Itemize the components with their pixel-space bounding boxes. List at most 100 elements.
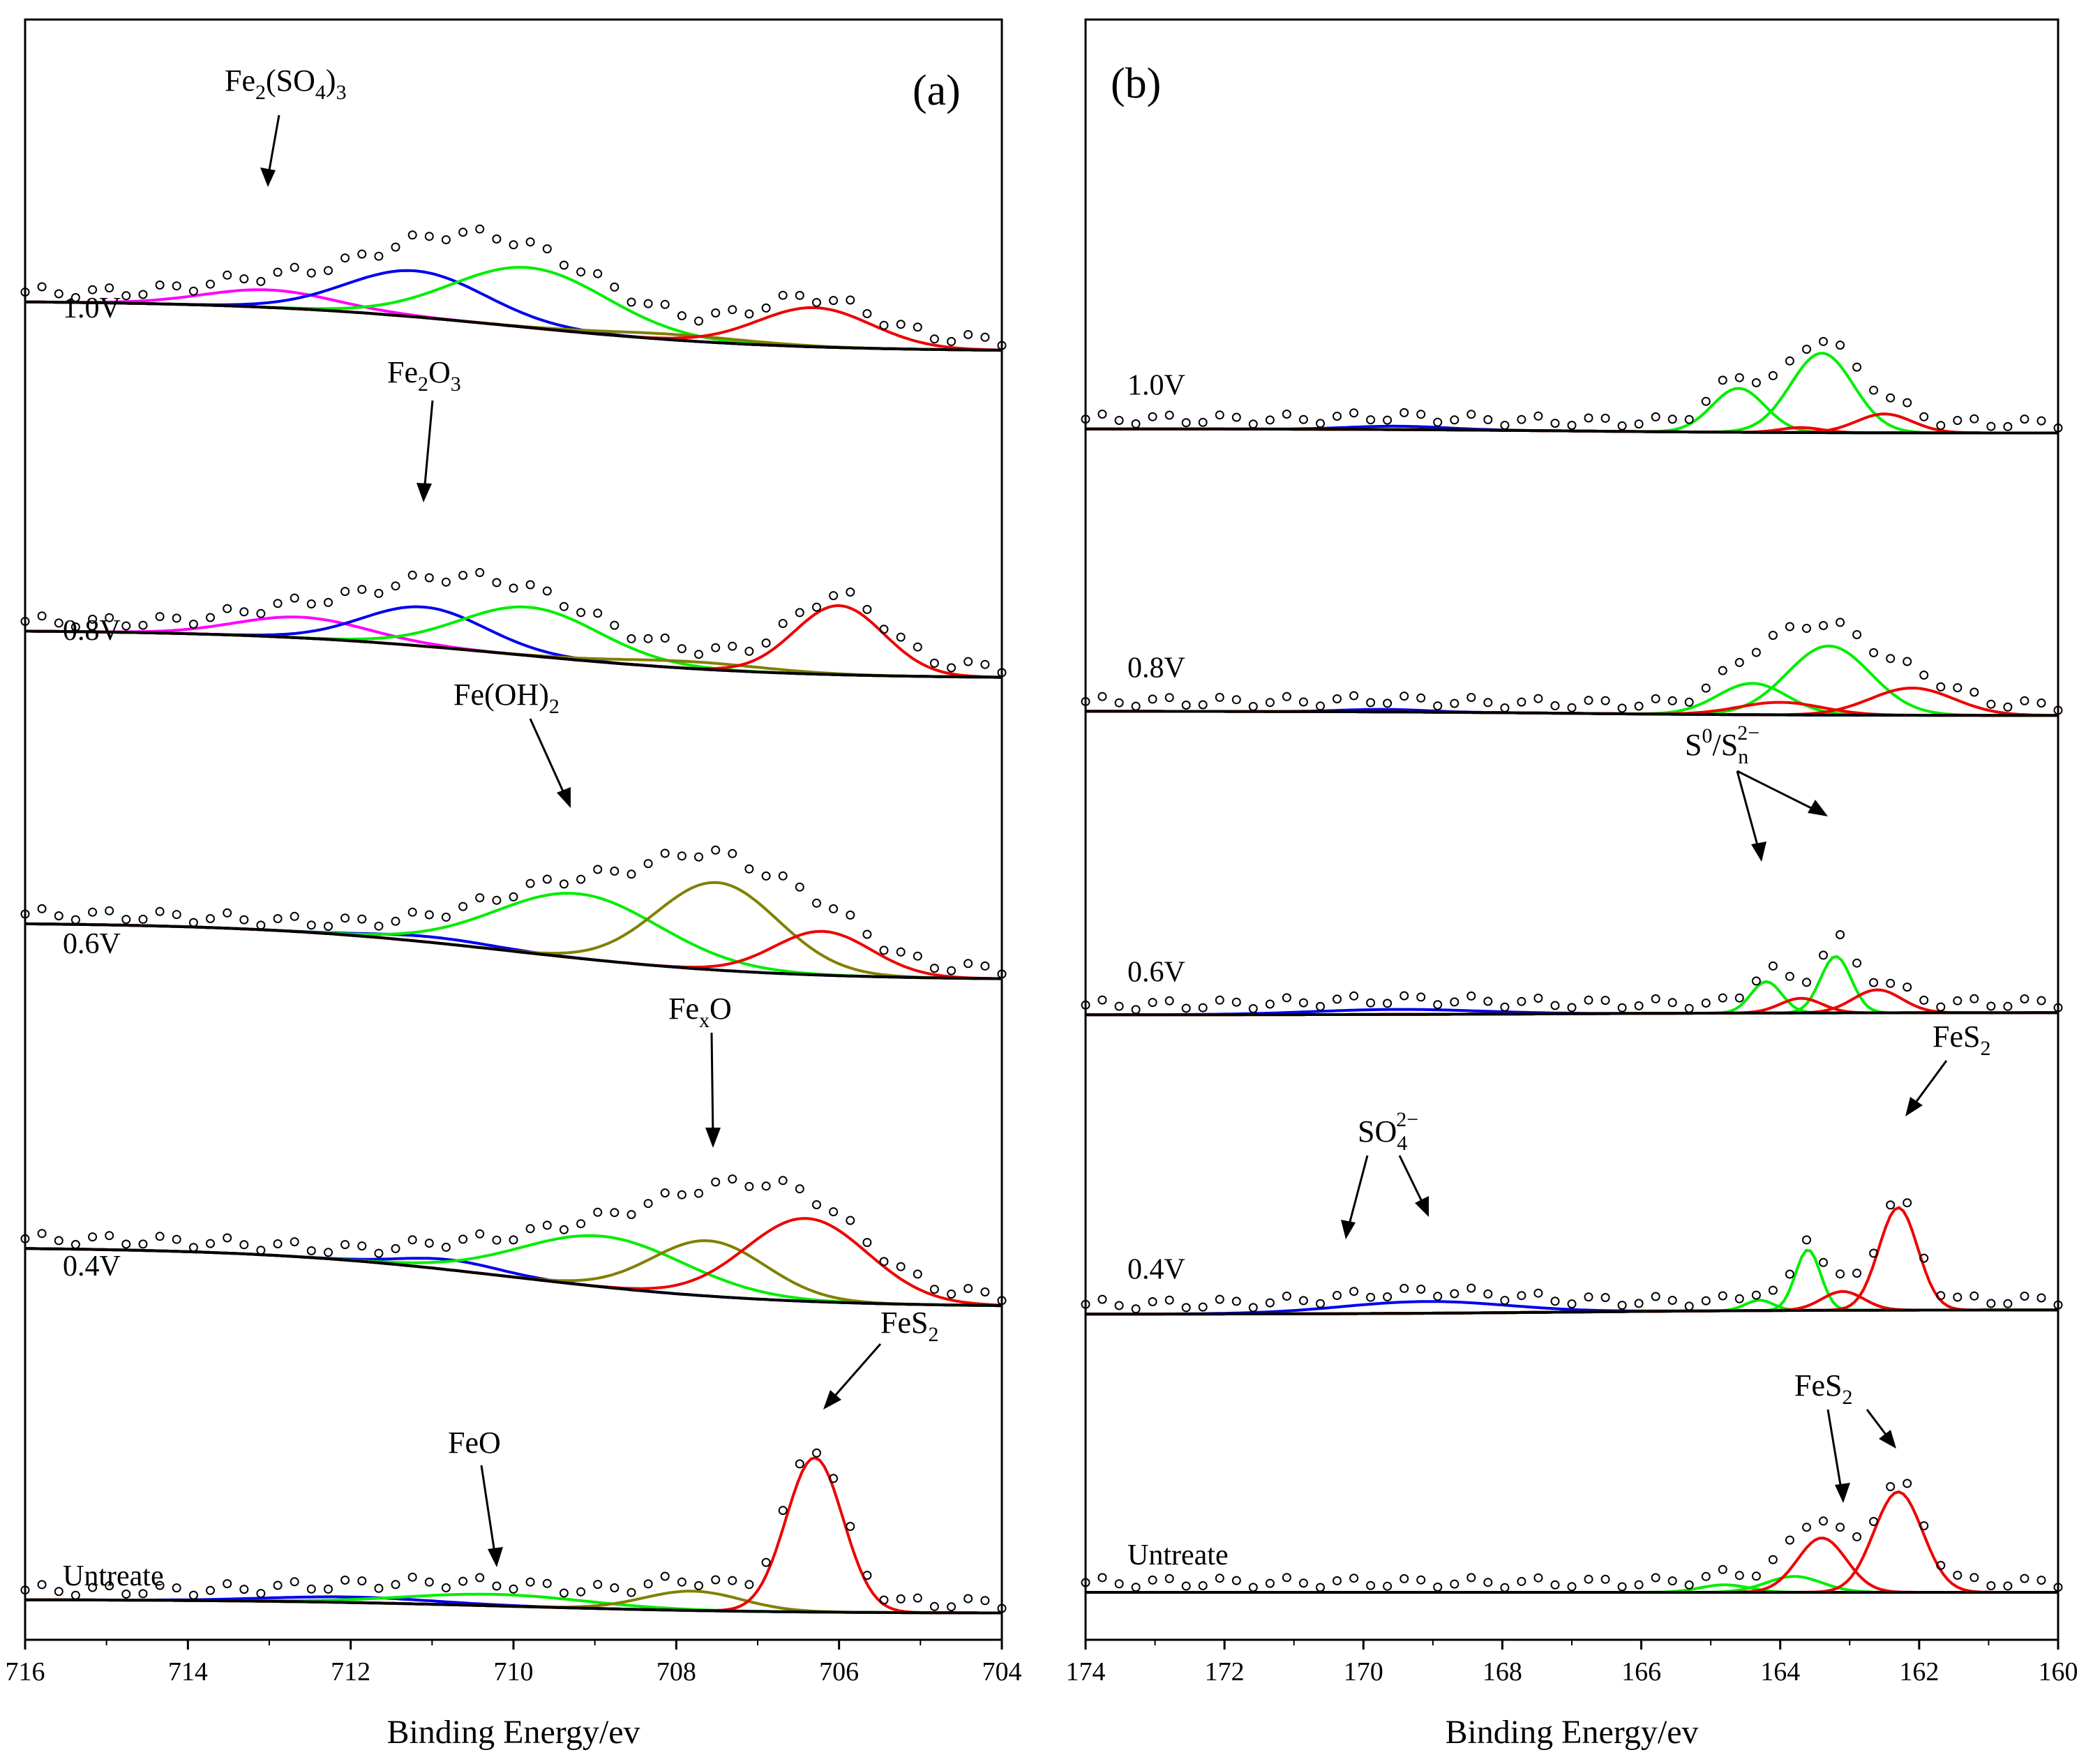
data-point <box>1684 1580 1694 1590</box>
data-point <box>155 906 165 916</box>
data-point <box>744 309 754 319</box>
data-point <box>929 1285 939 1294</box>
data-point <box>761 303 771 313</box>
data-point <box>1550 701 1560 710</box>
panel-a-x-axis-title: Binding Energy/ev <box>387 1714 640 1751</box>
data-point <box>357 914 367 924</box>
data-point <box>1416 693 1426 703</box>
data-point <box>1148 694 1157 704</box>
data-point <box>1164 1574 1174 1583</box>
data-point <box>1383 1292 1393 1301</box>
data-point <box>1718 375 1727 385</box>
data-point <box>576 608 586 618</box>
data-point <box>1231 997 1241 1007</box>
data-point <box>20 909 30 919</box>
data-point <box>1667 414 1677 424</box>
spectrum-label: 0.6V <box>63 928 121 960</box>
data-point <box>1903 657 1912 666</box>
data-point <box>1953 683 1963 693</box>
data-point <box>694 852 703 862</box>
data-point <box>1969 1573 1979 1583</box>
data-point <box>1164 996 1174 1006</box>
component-peak-710.2 <box>25 1592 1002 1615</box>
data-point <box>1517 697 1526 707</box>
data-point <box>947 966 956 976</box>
data-point <box>1819 1516 1828 1526</box>
data-point <box>239 607 249 617</box>
data-point <box>1517 1576 1526 1586</box>
data-point <box>1148 412 1157 421</box>
data-point <box>1701 1571 1711 1581</box>
data-point <box>559 601 569 611</box>
data-point <box>340 1240 350 1250</box>
x-tick-label: 710 <box>494 1657 534 1687</box>
data-point <box>879 945 889 955</box>
data-point <box>324 597 333 607</box>
data-point <box>441 235 451 245</box>
data-point <box>1567 1299 1577 1309</box>
data-point <box>509 583 518 593</box>
data-point <box>1819 1257 1828 1267</box>
data-point <box>188 1243 198 1253</box>
data-point <box>492 234 502 244</box>
data-point <box>1333 1291 1342 1300</box>
data-point <box>997 341 1007 350</box>
data-point <box>1215 995 1224 1005</box>
x-tick-label: 164 <box>1760 1657 1800 1687</box>
data-point <box>929 658 939 668</box>
data-point <box>593 269 603 278</box>
data-point <box>1903 1479 1912 1488</box>
data-point <box>879 1595 889 1605</box>
data-point <box>711 643 721 652</box>
data-point <box>879 625 889 634</box>
x-tick-label: 170 <box>1344 1657 1383 1687</box>
panel-a-plot: 716 714 712 710 708 706 704 1.0V 0.8V 0.6V 0.4V Unt… <box>6 224 1022 1687</box>
data-point <box>1667 1576 1677 1586</box>
svg-text:FeS2: FeS2 <box>1933 1019 1990 1060</box>
x-tick-label: 172 <box>1205 1657 1245 1687</box>
data-point <box>1181 701 1191 710</box>
data-point <box>711 308 721 317</box>
data-point <box>441 912 451 922</box>
data-point <box>1114 416 1124 425</box>
data-point <box>1131 1304 1141 1314</box>
component-peak-706.4 <box>25 1217 1003 1307</box>
data-point <box>492 1581 502 1591</box>
data-point <box>105 1231 114 1241</box>
data-point <box>1869 1248 1879 1258</box>
data-point <box>1198 417 1208 427</box>
component-peak-712.6 <box>25 615 1002 679</box>
data-point <box>1181 1303 1191 1313</box>
data-point <box>1333 1576 1342 1585</box>
data-point <box>913 1269 922 1279</box>
data-point <box>1533 994 1543 1003</box>
data-point <box>239 274 249 284</box>
data-point <box>862 929 872 939</box>
data-point <box>593 865 603 874</box>
data-point <box>677 311 686 320</box>
data-point <box>1953 1571 1963 1580</box>
data-point <box>1836 618 1845 627</box>
svg-text:FeO: FeO <box>448 1426 501 1460</box>
annotation-fexo: FexO <box>668 992 732 1148</box>
data-point <box>138 1589 148 1599</box>
data-point <box>1333 694 1342 703</box>
data-point <box>626 1587 636 1597</box>
data-point <box>324 922 333 931</box>
data-point <box>1231 695 1241 705</box>
data-point <box>778 1176 788 1186</box>
data-point <box>1869 1517 1879 1526</box>
panel-b-plot: 174 172 170 168 166 164 162 160 1.0V 0.8V 0.6V 0.4V… <box>1066 336 2078 1687</box>
data-point <box>1383 1581 1393 1591</box>
data-point <box>660 299 670 309</box>
data-point <box>155 612 165 622</box>
component-peak-162.3 <box>1086 1490 2058 1594</box>
data-point <box>70 622 80 631</box>
data-point <box>812 1200 821 1209</box>
data-point <box>1903 1198 1912 1208</box>
baseline <box>24 922 1003 980</box>
data-point <box>391 1580 400 1590</box>
data-point <box>509 1235 518 1245</box>
data-point <box>610 866 620 876</box>
data-point <box>1651 694 1660 703</box>
